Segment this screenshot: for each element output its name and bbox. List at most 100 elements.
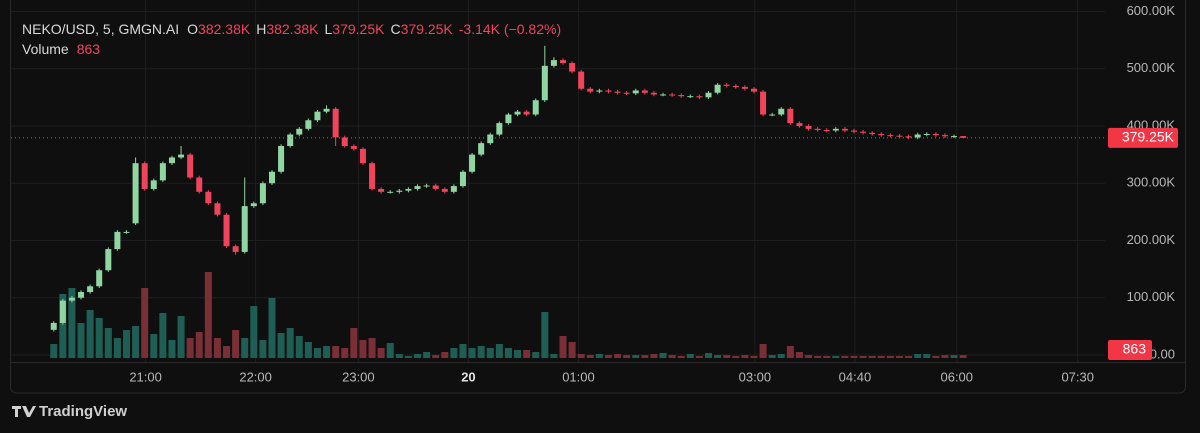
candle-body	[687, 96, 694, 98]
y-tick-label: 0.00	[1150, 346, 1175, 361]
brand-text: TradingView	[39, 403, 127, 420]
volume-bar	[477, 346, 485, 358]
candle-body	[414, 186, 421, 189]
candle-body	[305, 120, 312, 129]
candle-body	[187, 154, 194, 178]
candle-body	[578, 71, 585, 89]
y-tick-label: 200.00K	[1127, 232, 1176, 247]
volume-bar	[541, 312, 549, 358]
volume-bar	[195, 332, 203, 358]
volume-bar	[659, 353, 667, 358]
volume-bar	[122, 330, 130, 358]
candle-body	[296, 128, 303, 135]
candle-body	[87, 286, 94, 293]
grid	[11, 0, 1105, 362]
candle-body	[59, 300, 66, 323]
candle-body	[441, 188, 448, 192]
y-tick-label: 500.00K	[1127, 60, 1176, 75]
candle-body	[614, 91, 621, 93]
volume-bar	[295, 336, 303, 358]
legend-item-label: O	[187, 21, 198, 37]
candle-body	[132, 163, 139, 224]
candle-body	[641, 90, 648, 93]
volume-bar	[232, 330, 240, 358]
volume-bar	[259, 340, 267, 358]
volume-bar	[504, 348, 512, 358]
candle-body	[905, 136, 912, 138]
candle-body	[241, 206, 248, 252]
volume-bar	[186, 338, 194, 358]
candle-body	[560, 60, 567, 63]
candle-body	[660, 94, 667, 96]
legend-item-value: 382.38K	[198, 21, 251, 37]
candle-body	[159, 163, 166, 181]
last-volume-badge	[1108, 340, 1152, 360]
legend-item-label: C	[390, 21, 400, 37]
volume-bar	[223, 346, 231, 358]
candle-body	[141, 163, 148, 189]
volume-bar	[386, 343, 394, 358]
candle-body	[523, 111, 530, 115]
volume-bar	[395, 354, 403, 358]
candle-body	[851, 130, 858, 132]
volume-bar	[777, 354, 785, 358]
volume-bar	[577, 354, 585, 358]
candle-body	[696, 96, 703, 98]
volume-bar	[304, 342, 312, 358]
y-tick-label: 300.00K	[1127, 175, 1176, 190]
legend-title: NEKO/USD, 5, GMGN.AI	[22, 21, 179, 37]
candle-body	[605, 90, 612, 92]
candle-body	[178, 154, 185, 158]
legend-header: NEKO/USD, 5, GMGN.AI O382.38K H382.38K L379…	[22, 21, 561, 37]
volume-bar	[359, 340, 367, 358]
candle-body	[405, 188, 412, 191]
volume-bar	[113, 338, 121, 358]
x-tick-label: 23:00	[342, 369, 375, 384]
volume-bar	[141, 288, 149, 358]
candle-body	[78, 292, 85, 298]
candle-body	[369, 163, 376, 189]
volume-bar	[677, 356, 685, 358]
volume-bar	[905, 356, 913, 358]
candle-body	[896, 135, 903, 137]
candle-body	[450, 186, 457, 192]
volume-bar	[568, 342, 576, 358]
candle-body	[50, 322, 57, 330]
candle-body	[223, 214, 230, 247]
volume-bar	[950, 355, 958, 358]
volume-bar	[204, 272, 212, 358]
x-tick-label: 21:00	[129, 369, 162, 384]
candle-body	[650, 92, 657, 95]
candle-body	[941, 135, 948, 137]
volume-bar	[432, 355, 440, 358]
volume-bar	[614, 354, 622, 358]
chart-frame	[10, 0, 1186, 394]
candle-body	[732, 85, 739, 88]
candle-body	[960, 136, 967, 138]
candle-body	[787, 108, 794, 124]
candle-body	[823, 129, 830, 131]
x-tick-label: 03:00	[739, 369, 772, 384]
volume-bar	[623, 355, 631, 358]
volume-bar	[286, 328, 294, 358]
volume-bar	[423, 352, 431, 358]
volume-bar	[404, 356, 412, 358]
marks	[50, 45, 967, 358]
candle-body	[478, 143, 485, 155]
volume-bar	[877, 356, 885, 358]
candle-body	[541, 65, 548, 101]
last-price-badge	[1108, 127, 1178, 148]
x-tick-label: 07:30	[1061, 369, 1094, 384]
candle-body	[105, 249, 112, 271]
volume-bar	[832, 356, 840, 358]
volume-bar	[177, 316, 185, 358]
volume-bar	[923, 354, 931, 358]
candle-body	[769, 114, 776, 116]
x-tick-label: 01:00	[562, 369, 595, 384]
candle-body	[714, 84, 721, 93]
candle-body	[932, 133, 939, 136]
volume-bar	[159, 313, 167, 358]
candle-body	[669, 94, 676, 96]
